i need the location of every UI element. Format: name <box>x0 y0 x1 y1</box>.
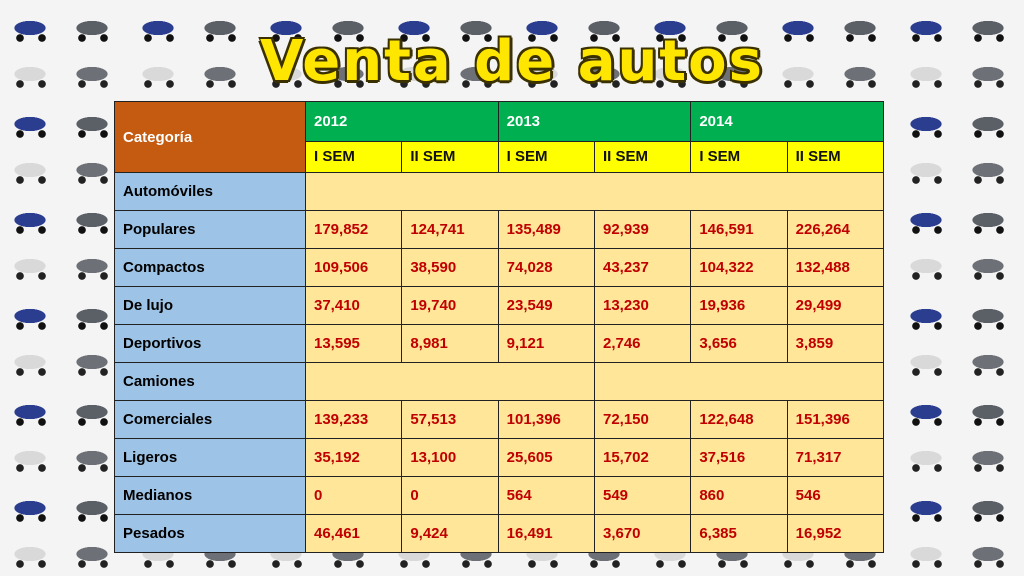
year-header-row: Categoría 2012 2013 2014 <box>114 101 884 173</box>
category-header: Categoría <box>114 101 306 173</box>
value-cell: 13,595 <box>304 324 403 363</box>
value-cell: 564 <box>497 476 595 515</box>
value-cell: 124,741 <box>401 210 499 249</box>
value-cell: 19,740 <box>401 286 499 325</box>
semester-header: I SEM <box>304 140 403 174</box>
value-cell: 72,150 <box>593 400 692 439</box>
category-label: Medianos <box>114 476 306 515</box>
category-label: Pesados <box>114 514 306 553</box>
table-row: Ligeros 35,192 13,100 25,605 15,702 37,5… <box>114 438 885 477</box>
table-row: Pesados 46,461 9,424 16,491 3,670 6,385 … <box>114 514 885 553</box>
value-cell: 13,230 <box>593 286 692 325</box>
value-cell: 549 <box>593 476 692 515</box>
value-cell: 46,461 <box>304 514 403 553</box>
table-row-camiones: Camiones <box>114 362 885 401</box>
value-cell: 9,424 <box>401 514 499 553</box>
value-cell: 135,489 <box>497 210 595 249</box>
category-label: Ligeros <box>114 438 306 477</box>
value-cell: 546 <box>786 476 885 515</box>
value-cell: 15,702 <box>593 438 692 477</box>
value-cell: 92,939 <box>593 210 692 249</box>
page-title: Venta de autos <box>260 29 764 94</box>
category-label: Comerciales <box>114 400 306 439</box>
table-row: De lujo 37,410 19,740 23,549 13,230 19,9… <box>114 286 885 325</box>
value-cell: 71,317 <box>786 438 885 477</box>
category-label: Populares <box>114 210 306 249</box>
table-row: Medianos 0 0 564 549 860 546 <box>114 476 885 515</box>
year-header: 2013 <box>497 101 692 142</box>
group-spacer <box>593 362 885 401</box>
value-cell: 0 <box>401 476 499 515</box>
category-label: Deportivos <box>114 324 306 363</box>
value-cell: 8,981 <box>401 324 499 363</box>
group-spacer <box>305 172 884 211</box>
semester-header: II SEM <box>786 140 885 174</box>
table-row-automoviles: Automóviles <box>114 172 884 211</box>
value-cell: 37,516 <box>690 438 788 477</box>
value-cell: 29,499 <box>786 286 885 325</box>
value-cell: 3,859 <box>786 324 885 363</box>
value-cell: 104,322 <box>690 248 788 287</box>
value-cell: 109,506 <box>304 248 403 287</box>
semester-header: I SEM <box>690 140 788 174</box>
value-cell: 3,670 <box>593 514 692 553</box>
semester-header: I SEM <box>497 140 595 174</box>
group-spacer <box>305 362 595 401</box>
value-cell: 74,028 <box>497 248 595 287</box>
value-cell: 860 <box>690 476 788 515</box>
table-row: Comerciales 139,233 57,513 101,396 72,15… <box>114 400 885 439</box>
value-cell: 16,491 <box>497 514 595 553</box>
semester-header: II SEM <box>593 140 692 174</box>
value-cell: 139,233 <box>304 400 403 439</box>
value-cell: 146,591 <box>690 210 788 249</box>
value-cell: 2,746 <box>593 324 692 363</box>
value-cell: 35,192 <box>304 438 403 477</box>
value-cell: 132,488 <box>786 248 885 287</box>
category-label: De lujo <box>114 286 306 325</box>
category-label: Compactos <box>114 248 306 287</box>
value-cell: 0 <box>304 476 403 515</box>
value-cell: 23,549 <box>497 286 595 325</box>
value-cell: 13,100 <box>401 438 499 477</box>
category-label: Automóviles <box>114 172 306 211</box>
value-cell: 9,121 <box>497 324 595 363</box>
year-header: 2014 <box>690 101 884 142</box>
value-cell: 43,237 <box>593 248 692 287</box>
semester-header-row: I SEM II SEM I SEM II SEM I SEM II SEM <box>115 140 885 174</box>
value-cell: 179,852 <box>304 210 403 249</box>
value-cell: 37,410 <box>304 286 403 325</box>
value-cell: 6,385 <box>690 514 788 553</box>
value-cell: 101,396 <box>497 400 595 439</box>
value-cell: 122,648 <box>690 400 788 439</box>
year-header: 2012 <box>305 101 499 142</box>
value-cell: 16,952 <box>786 514 885 553</box>
value-cell: 226,264 <box>786 210 885 249</box>
value-cell: 151,396 <box>786 400 885 439</box>
category-label: Camiones <box>114 362 306 401</box>
table-row: Populares 179,852 124,741 135,489 92,939… <box>114 210 885 249</box>
value-cell: 38,590 <box>401 248 499 287</box>
value-cell: 25,605 <box>497 438 595 477</box>
table-row: Compactos 109,506 38,590 74,028 43,237 1… <box>114 248 885 287</box>
value-cell: 3,656 <box>690 324 788 363</box>
sales-table: Categoría 2012 2013 2014 I SEM II SEM I … <box>114 101 885 553</box>
value-cell: 57,513 <box>401 400 499 439</box>
table-row: Deportivos 13,595 8,981 9,121 2,746 3,65… <box>114 324 885 363</box>
semester-header: II SEM <box>401 140 499 174</box>
value-cell: 19,936 <box>690 286 788 325</box>
